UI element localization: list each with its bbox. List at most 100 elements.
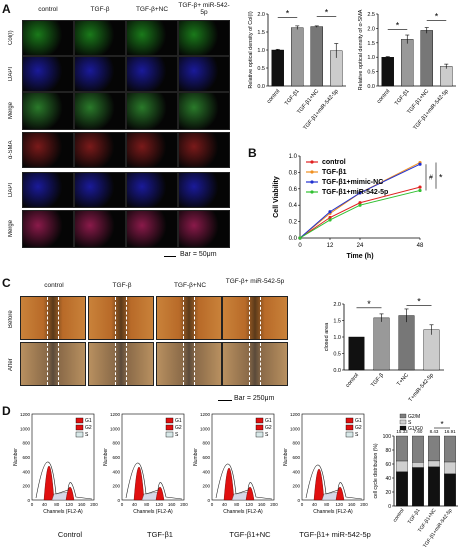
- micrograph-cell: [126, 132, 178, 168]
- wound-edge-line: [46, 297, 48, 339]
- micrograph-cell: [178, 132, 230, 168]
- micrograph-cell: [74, 56, 126, 92]
- stacked-segment: [396, 471, 408, 507]
- sig-marker: *: [439, 172, 443, 182]
- x-tick-label: 48: [417, 243, 424, 249]
- y-tick-label: 200: [202, 484, 210, 489]
- data-point: [328, 215, 332, 220]
- x-tick-label: 200: [90, 502, 98, 507]
- y-tick-label: 0.0: [289, 236, 298, 242]
- panelA-row-label: Merge: [8, 219, 14, 237]
- x-tick-label: TGF-β1: [284, 88, 301, 106]
- wound-image-cell: [20, 342, 86, 386]
- data-point: [298, 236, 302, 240]
- x-tick-label: control: [392, 508, 406, 524]
- data-point: [358, 191, 362, 195]
- y-tick-label: 1.0: [367, 55, 375, 61]
- y-tick-label: 0: [27, 498, 30, 503]
- panelA-row-label: DAPI: [8, 67, 14, 82]
- y-tick-label: 600: [202, 455, 210, 460]
- sig-marker: *: [286, 9, 290, 19]
- bar: [291, 27, 304, 87]
- wound-image-cell: [20, 296, 86, 340]
- wound-edge-line: [58, 343, 60, 385]
- series-line: [299, 189, 421, 239]
- y-tick-label: 1000: [110, 426, 121, 431]
- stacked-segment: [396, 435, 408, 462]
- y-tick-label: 400: [22, 469, 30, 474]
- sig-marker: *: [440, 420, 443, 429]
- stacked-segment: [428, 460, 440, 467]
- legend-swatch: [399, 419, 407, 425]
- micrograph-cell: [74, 92, 126, 130]
- series-line: [299, 162, 421, 239]
- sig-marker: *: [367, 299, 371, 309]
- panelC-col-title: control: [44, 282, 64, 289]
- y-tick-label: 0: [297, 498, 300, 503]
- legend-label: control: [322, 159, 346, 166]
- panelA-col-title: TGF-β: [90, 6, 110, 13]
- legend-marker: [310, 170, 314, 174]
- sig-marker: *: [435, 11, 439, 21]
- y-tick-label: 400: [292, 469, 300, 474]
- legend-swatch: [255, 417, 264, 424]
- y-tick-label: 1.5: [333, 319, 341, 325]
- panelC-row-label: Before: [8, 310, 14, 328]
- micrograph-cell: [126, 172, 178, 208]
- panelC-row-label: After: [8, 358, 14, 372]
- x-tick-label: TGF-β: [370, 372, 385, 388]
- stacked-segment: [428, 435, 440, 462]
- data-label: 7.60: [414, 429, 423, 434]
- wound-edge-line: [126, 343, 128, 385]
- data-point: [418, 185, 422, 189]
- y-tick-label: 1200: [20, 412, 31, 417]
- histogram-trace: [35, 461, 93, 500]
- x-tick-label: TGF-β1+miR-542-5p: [302, 88, 339, 131]
- y-tick-label: 400: [112, 469, 120, 474]
- x-tick-label: TGF-β1+miR-542-5p: [412, 88, 449, 131]
- legend-label: S: [265, 432, 269, 438]
- bar: [310, 26, 323, 87]
- wound-image-cell: [156, 296, 222, 340]
- wound-edge-line: [194, 297, 196, 339]
- x-axis-label: Channels (FL2-A): [313, 509, 353, 515]
- legend-swatch: [399, 425, 407, 431]
- micrograph-cell: [178, 20, 230, 56]
- legend-label: S: [355, 432, 359, 438]
- y-tick-label: 1.0: [257, 48, 265, 54]
- data-point: [358, 201, 362, 205]
- legend-swatch: [165, 424, 174, 431]
- y-tick-label: 200: [112, 484, 120, 489]
- y-tick-label: 0: [117, 498, 120, 503]
- scale-bar-line: [218, 400, 232, 401]
- x-axis-label: Channels (FL2-A): [223, 509, 263, 515]
- micrograph-cell: [126, 20, 178, 56]
- histogram-title: TGF-β1: [147, 530, 173, 539]
- y-tick-label: 1.5: [257, 30, 265, 36]
- micrograph-cell: [178, 172, 230, 208]
- panelA-col-title: control: [38, 6, 58, 13]
- y-tick-label: 2.0: [367, 26, 375, 32]
- y-tick-label: 0: [207, 498, 210, 503]
- wound-edge-line: [126, 297, 128, 339]
- panelA-col-title: TGF-β+ miR-542-5p: [178, 2, 230, 16]
- x-tick-label: 80: [324, 502, 330, 507]
- legend-label: S: [408, 420, 412, 426]
- y-axis-label: Relative optical density of Col(I): [248, 11, 254, 89]
- wound-image-cell: [222, 296, 288, 340]
- y-tick-label: 800: [112, 441, 120, 446]
- wound-edge-line: [58, 297, 60, 339]
- legend-marker: [310, 190, 314, 194]
- y-tick-label: 2.0: [333, 302, 341, 308]
- y-tick-label: 0.8: [289, 170, 298, 176]
- stacked-segment: [412, 467, 424, 507]
- histogram-title: Control: [57, 530, 83, 539]
- wound-edge-line: [114, 297, 116, 339]
- legend-swatch: [75, 424, 84, 431]
- legend-marker: [310, 180, 314, 184]
- stacked-segment: [412, 462, 424, 468]
- legend-label: G2: [175, 425, 182, 431]
- x-tick-label: 160: [78, 502, 86, 507]
- legend-swatch: [345, 417, 354, 424]
- x-tick-label: control: [376, 88, 391, 105]
